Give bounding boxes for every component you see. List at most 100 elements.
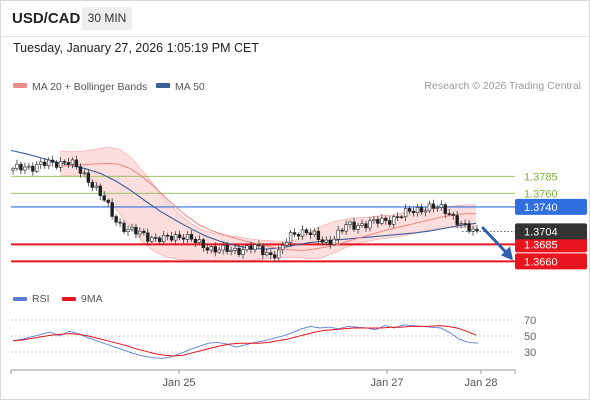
candle xyxy=(467,220,471,234)
price-level-labels: 1.3785 1.3760 1.3740 1.3685 1.3660 1.3704 xyxy=(515,171,587,270)
time-axis: Jan 25 Jan 27 Jan 28 xyxy=(10,369,516,389)
projection-arrow-head xyxy=(501,246,513,261)
candle xyxy=(392,214,396,228)
candle xyxy=(98,183,102,200)
rsi-level-label: 50 xyxy=(524,331,536,343)
candle xyxy=(31,162,35,176)
candle xyxy=(312,228,317,237)
price-legend: MA 20 + Bollinger Bands MA 50 xyxy=(13,81,205,93)
candle xyxy=(273,250,277,262)
candle xyxy=(46,157,51,170)
candle xyxy=(23,162,27,174)
rsi-line xyxy=(12,324,479,359)
candle xyxy=(435,204,440,212)
candle xyxy=(423,207,428,217)
candle xyxy=(292,228,297,238)
level-value: 1.3740 xyxy=(524,202,558,214)
candle xyxy=(300,225,305,241)
ma50-swatch xyxy=(156,83,170,88)
level-label-pivot: 1.3740 xyxy=(515,198,587,215)
candle xyxy=(90,179,95,191)
candle xyxy=(376,215,380,228)
candle xyxy=(439,200,444,211)
candle xyxy=(150,235,154,244)
level-value: 1.3704 xyxy=(524,226,558,238)
candle xyxy=(233,244,237,255)
candle xyxy=(340,227,344,235)
candle xyxy=(213,242,217,257)
candle xyxy=(62,159,67,166)
projection-arrow xyxy=(481,226,513,261)
candle xyxy=(324,236,328,246)
candle xyxy=(102,191,106,203)
candle xyxy=(284,238,289,248)
candle xyxy=(193,236,198,248)
research-credit: Research © 2026 Trading Central xyxy=(424,80,581,92)
candle xyxy=(134,223,138,239)
candle xyxy=(118,217,122,228)
candle xyxy=(249,241,253,254)
level-label-support: 1.3685 xyxy=(515,236,587,253)
level-label-resistance: 1.3785 xyxy=(524,171,558,183)
rsi-level-label: 70 xyxy=(524,315,536,327)
level-value: 1.3660 xyxy=(524,256,558,268)
candle xyxy=(372,215,376,224)
candle xyxy=(384,215,388,225)
candle xyxy=(201,237,206,252)
candle xyxy=(388,216,392,228)
bollinger-lower-line xyxy=(59,175,476,263)
candle xyxy=(165,232,170,241)
candle xyxy=(189,230,194,243)
candle xyxy=(257,240,261,249)
rsi-swatch xyxy=(13,297,27,301)
candle xyxy=(66,158,71,169)
candle xyxy=(50,155,55,167)
x-tick-label: Jan 28 xyxy=(464,377,497,389)
candle xyxy=(395,212,400,221)
candle xyxy=(169,231,174,243)
rsi-9ma-line xyxy=(12,325,477,357)
candle xyxy=(122,220,126,235)
timeframe-badge[interactable]: 30 MIN xyxy=(82,7,132,30)
candle xyxy=(415,204,420,217)
candle xyxy=(43,157,47,169)
candle xyxy=(138,227,142,238)
candle xyxy=(296,232,301,241)
candle xyxy=(82,169,87,176)
level-value: 1.3685 xyxy=(524,239,558,251)
candlesticks xyxy=(11,155,479,262)
candle xyxy=(70,157,75,169)
candle xyxy=(328,236,332,249)
candle xyxy=(443,202,447,218)
candle xyxy=(19,161,23,175)
candle xyxy=(407,205,412,215)
candle xyxy=(316,227,321,244)
candle xyxy=(54,160,59,170)
candle xyxy=(348,220,352,229)
candle xyxy=(455,211,459,228)
candle xyxy=(332,236,336,247)
candle xyxy=(463,219,467,228)
candle xyxy=(158,235,162,245)
candle xyxy=(320,236,325,246)
candle xyxy=(39,158,43,169)
rsi-legend: RSI 9MA xyxy=(13,293,103,305)
x-tick-label: Jan 27 xyxy=(370,377,403,389)
candle xyxy=(241,245,245,259)
level-value: 1.3785 xyxy=(524,171,558,183)
candle xyxy=(110,198,114,220)
candle xyxy=(245,243,249,252)
candle xyxy=(471,225,475,236)
legend-ma50-label: MA 50 xyxy=(175,81,205,93)
candle xyxy=(352,217,356,232)
candle xyxy=(209,244,213,254)
candle xyxy=(162,230,166,246)
candle xyxy=(86,169,91,187)
candle xyxy=(411,207,416,217)
candle xyxy=(106,198,110,207)
candle xyxy=(74,155,79,170)
candle xyxy=(360,219,364,228)
candle xyxy=(308,228,313,240)
candle xyxy=(356,223,360,234)
candle xyxy=(419,203,424,215)
